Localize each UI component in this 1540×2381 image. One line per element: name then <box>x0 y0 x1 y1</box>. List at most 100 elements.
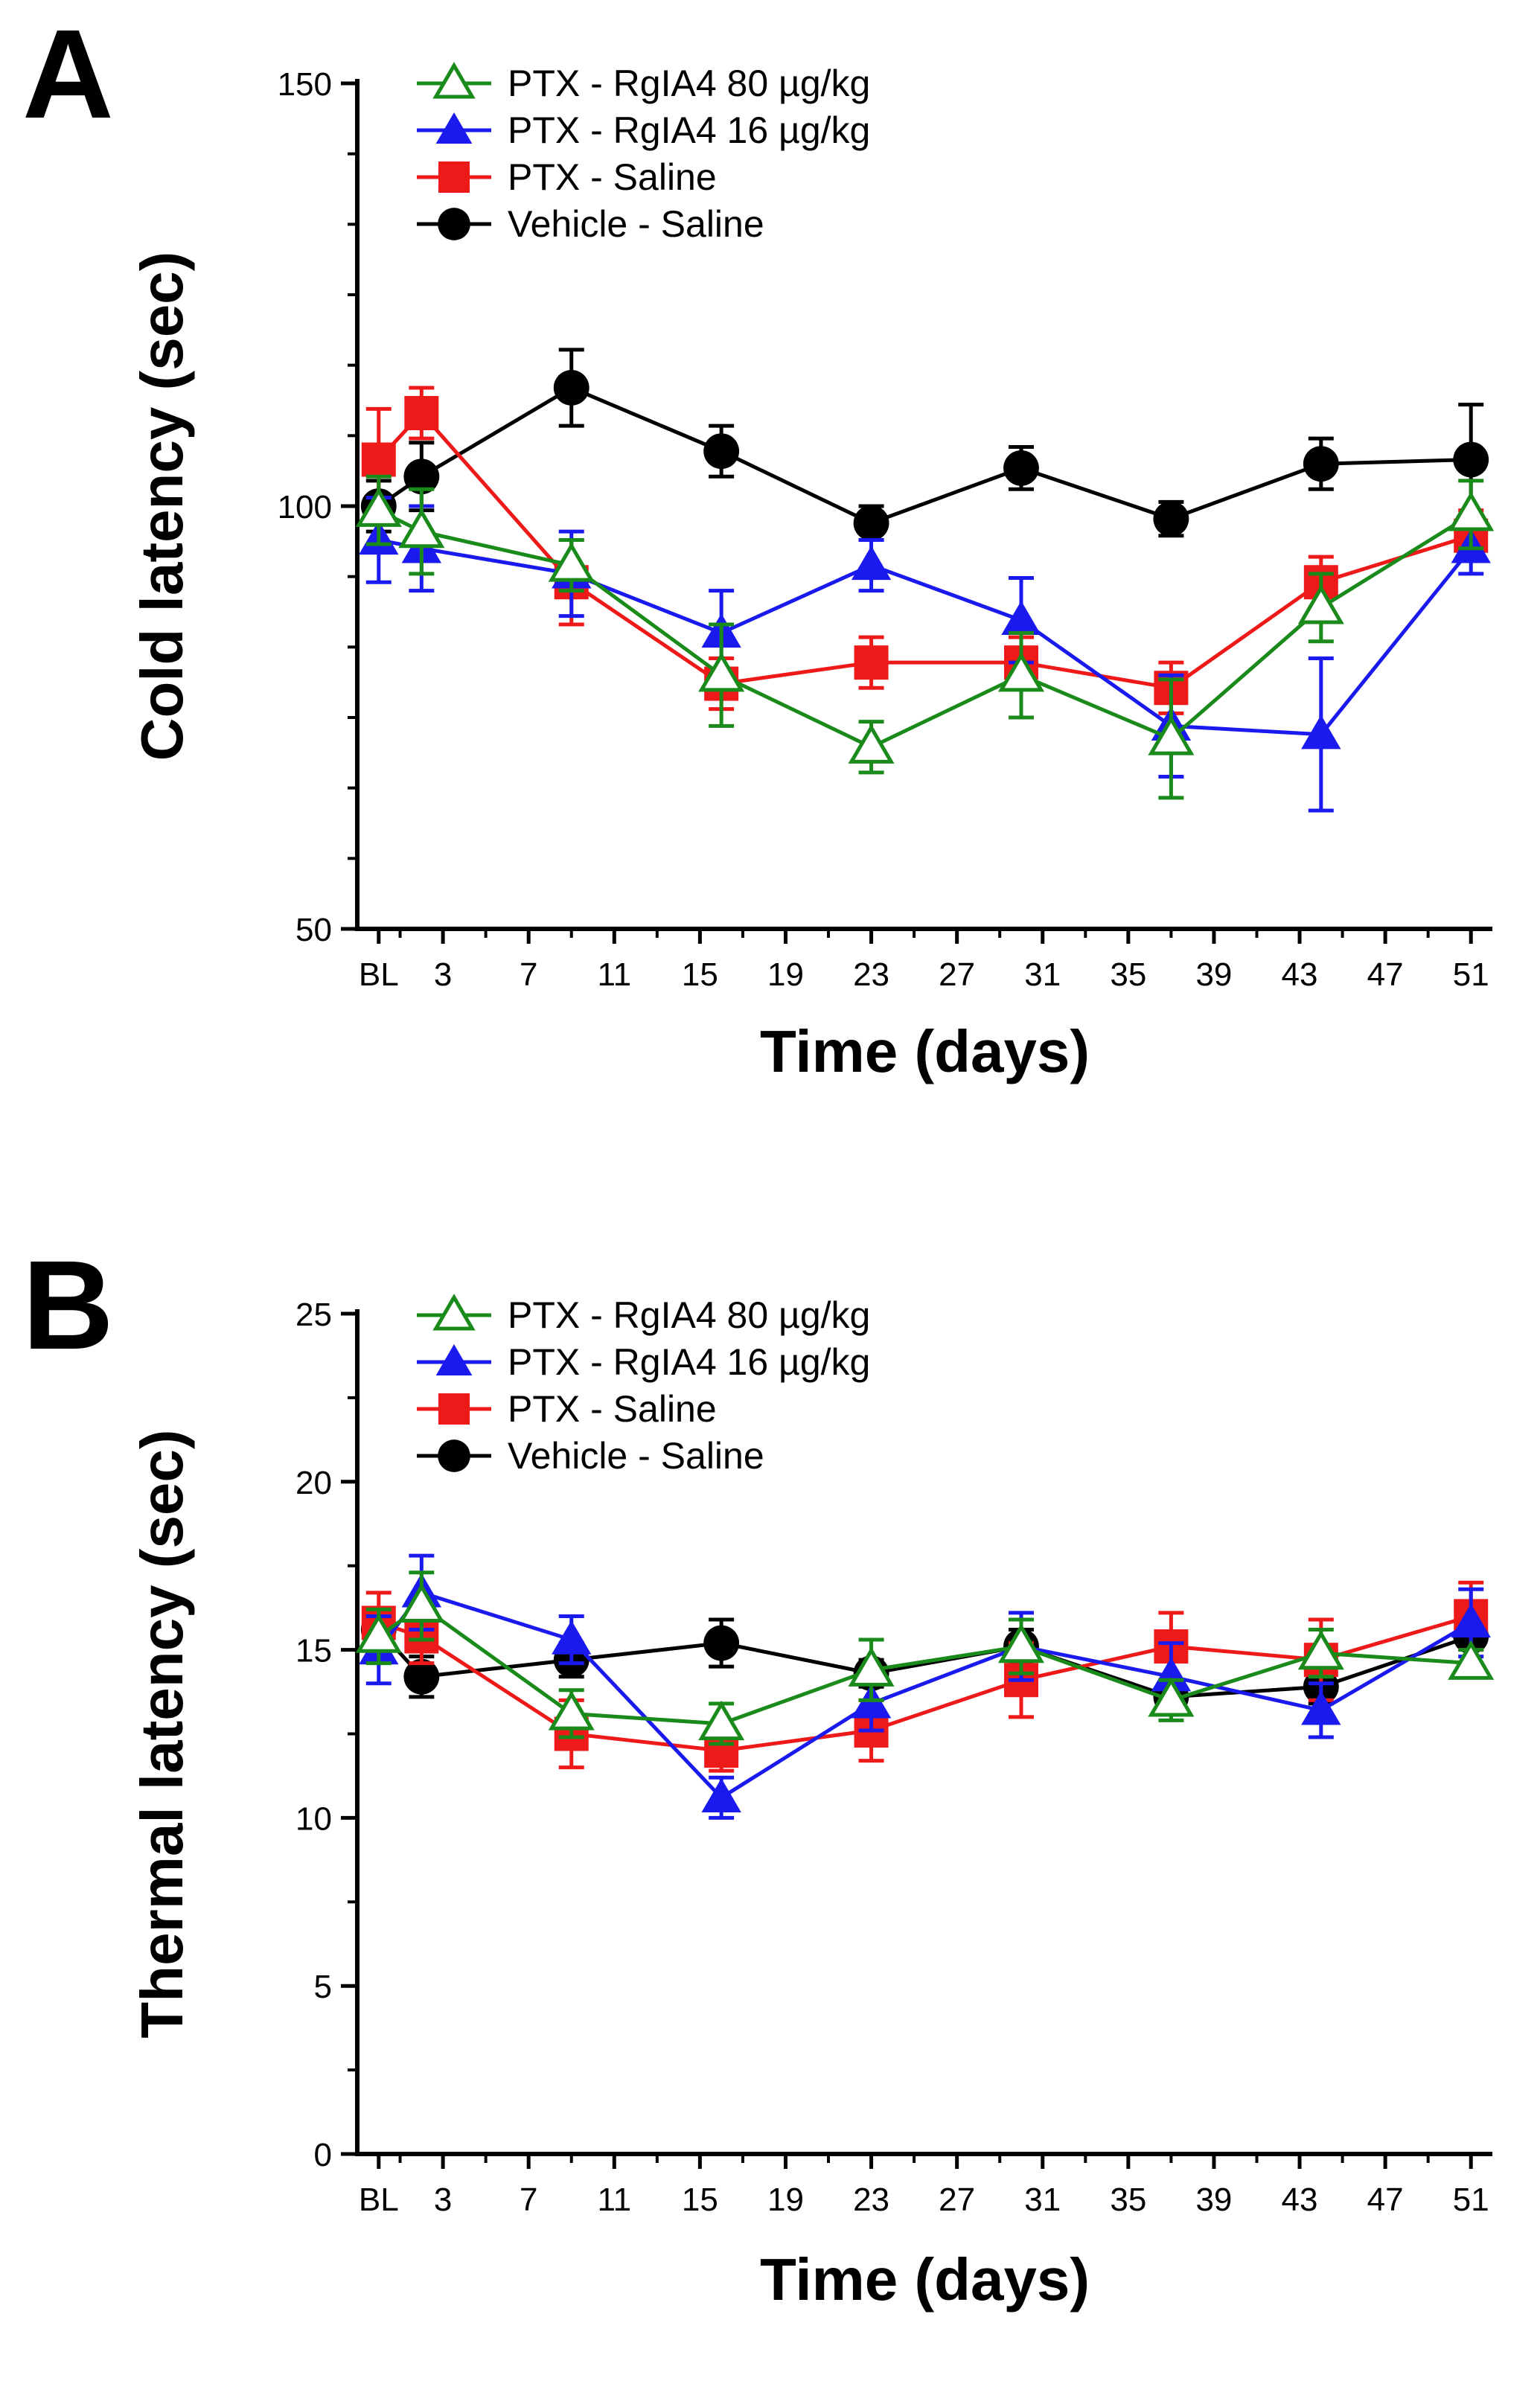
legend-label: PTX - RgIA4 80 µg/kg <box>508 1294 870 1336</box>
y-tick-label: 5 <box>314 1969 332 2005</box>
data-point <box>404 396 439 431</box>
legend-marker <box>438 1393 470 1425</box>
chart-panel-b: B 0 5 10 15 20 25 BL 3 7 11 15 19 23 27 31 35 39 43 47 51 Tim… <box>22 1235 1495 2313</box>
legend-label: PTX - RgIA4 80 µg/kg <box>508 63 870 104</box>
x-tick-label: BL <box>359 2182 399 2218</box>
data-point <box>848 723 895 764</box>
data-point <box>1148 1677 1195 1717</box>
data-point <box>361 442 396 477</box>
legend-marker <box>432 62 476 99</box>
data-point <box>1297 1629 1344 1670</box>
panel-letter: B <box>22 1235 114 1376</box>
x-tick-label: 35 <box>1110 956 1146 993</box>
legend-item: PTX - RgIA4 16 µg/kg <box>417 1341 870 1383</box>
data-point <box>851 546 892 581</box>
data-point <box>703 433 740 470</box>
data-point <box>1448 1640 1495 1680</box>
x-tick-label: BL <box>359 956 399 993</box>
data-point <box>552 1620 592 1655</box>
data-point <box>1448 491 1495 531</box>
data-point <box>548 1690 595 1730</box>
legend-item: PTX - Saline <box>417 1388 717 1430</box>
data-point <box>1301 715 1341 750</box>
x-tick-label: 47 <box>1367 2182 1404 2218</box>
data-point <box>398 1582 445 1623</box>
y-tick-label: 0 <box>314 2137 332 2173</box>
data-point <box>1303 446 1339 482</box>
data-point <box>1151 1657 1192 1692</box>
data-point <box>848 1646 895 1687</box>
x-tick-label: 15 <box>682 2182 718 2218</box>
legend-label: PTX - Saline <box>508 1388 717 1430</box>
legend: PTX - RgIA4 80 µg/kg PTX - RgIA4 16 µg/kg… <box>417 62 870 245</box>
legend: PTX - RgIA4 80 µg/kg PTX - RgIA4 16 µg/kg… <box>417 1294 870 1477</box>
series-ptx-rgia4-16-g-kg <box>359 496 1491 813</box>
x-tick-label: 47 <box>1367 956 1404 993</box>
x-tick-label: 19 <box>767 2182 804 2218</box>
x-tick-label: 43 <box>1282 2182 1318 2218</box>
data-point <box>548 542 595 582</box>
x-tick-label: 51 <box>1453 2182 1489 2218</box>
panel-letter: A <box>22 4 114 145</box>
x-tick-label: 43 <box>1282 956 1318 993</box>
data-point <box>1153 501 1189 537</box>
data-point <box>854 645 889 680</box>
data-point <box>403 1658 440 1695</box>
legend-label: Vehicle - Saline <box>508 203 764 245</box>
y-tick-label: 50 <box>295 912 332 948</box>
x-tick-label: 7 <box>520 956 537 993</box>
legend-marker <box>438 208 470 240</box>
x-tick-label: 27 <box>939 2182 975 2218</box>
y-tick-label: 15 <box>295 1633 332 1669</box>
chart-panel-a: A 50 100 150 BL 3 7 11 15 19 23 27 31 35 39 43 47 51 Time … <box>22 4 1495 1084</box>
legend-item: Vehicle - Saline <box>417 1435 764 1477</box>
y-tick-label: 10 <box>295 1800 332 1837</box>
x-tick-label: 35 <box>1110 2182 1146 2218</box>
data-point <box>853 505 889 541</box>
series-ptx-rgia4-80-g-kg <box>355 474 1495 800</box>
data-point <box>1453 441 1489 478</box>
x-tick-label: 31 <box>1024 956 1061 993</box>
data-point <box>703 1625 740 1661</box>
x-tick-label: 7 <box>520 2182 537 2218</box>
series-ptx-rgia4-16-g-kg <box>359 1553 1491 1820</box>
data-point <box>1148 715 1195 755</box>
x-tick-label: 39 <box>1195 956 1232 993</box>
x-tick-label: 23 <box>853 2182 889 2218</box>
legend-item: PTX - RgIA4 16 µg/kg <box>417 109 870 151</box>
data-point <box>1297 584 1344 624</box>
legend-item: Vehicle - Saline <box>417 203 764 245</box>
legend-item: PTX - Saline <box>417 156 717 198</box>
legend-marker <box>435 112 473 144</box>
data-point <box>1451 1603 1491 1638</box>
x-tick-label: 3 <box>434 956 452 993</box>
data-point <box>701 1778 741 1812</box>
series-ptx-rgia4-80-g-kg <box>355 1570 1495 1746</box>
series-ptx-rgia4-80-g-kg-line <box>377 508 1472 750</box>
data-point <box>553 370 590 406</box>
legend-marker <box>438 1439 470 1472</box>
legend-marker <box>435 1344 473 1375</box>
series-vehicle-saline <box>360 348 1489 542</box>
x-tick-label: 31 <box>1024 2182 1061 2218</box>
x-tick-label: 3 <box>434 2182 452 2218</box>
data-point <box>997 652 1045 692</box>
y-axis-title: Cold latency (sec) <box>129 252 195 761</box>
y-tick-label: 20 <box>295 1465 332 1501</box>
data-point <box>398 508 445 549</box>
legend-marker <box>432 1294 476 1331</box>
y-tick-label: 150 <box>278 66 332 103</box>
data-point <box>355 1613 402 1653</box>
legend-label: PTX - RgIA4 16 µg/kg <box>508 109 870 151</box>
x-tick-label: 11 <box>597 956 631 993</box>
legend-label: PTX - RgIA4 16 µg/kg <box>508 1341 870 1383</box>
series-ptx-saline <box>361 386 1489 715</box>
x-axis-title: Time (days) <box>760 1018 1090 1084</box>
data-point <box>1301 1690 1341 1725</box>
y-axis-title: Thermal latency (sec) <box>129 1429 195 2038</box>
data-point <box>1003 450 1039 486</box>
data-point <box>698 652 745 692</box>
x-tick-label: 15 <box>682 956 718 993</box>
data-point <box>403 458 440 495</box>
